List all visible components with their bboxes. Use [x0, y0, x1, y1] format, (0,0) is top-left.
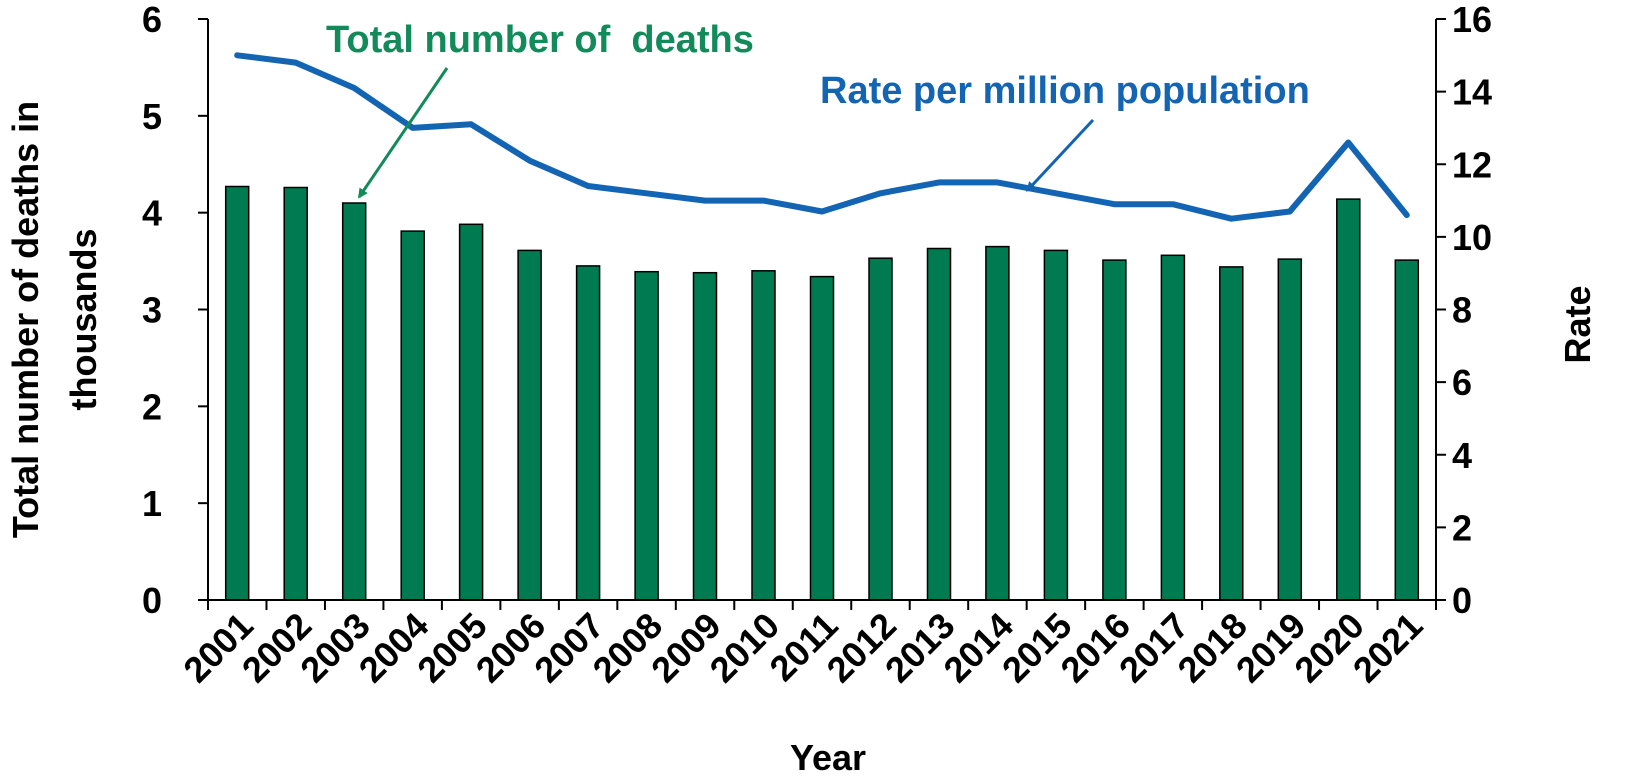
- bar-2015: [1043, 249, 1069, 601]
- axes: [198, 18, 1446, 610]
- y-axis-title-line-2: thousands: [63, 228, 104, 410]
- bar-2006: [517, 249, 542, 601]
- y2-tick-label-8: 8: [1452, 290, 1472, 331]
- bar-2009: [692, 271, 718, 601]
- bar-2014: [985, 245, 1010, 601]
- bar-2016: [1102, 259, 1127, 601]
- bar-2020: [1336, 198, 1361, 601]
- bar-2013: [926, 247, 952, 601]
- bar-2003: [341, 202, 367, 601]
- y2-tick-label-12: 12: [1452, 144, 1492, 185]
- bar-2004: [400, 230, 425, 601]
- x-axis-title: Year: [790, 737, 866, 778]
- y2-axis-title: Rate: [1557, 285, 1598, 363]
- bar-2018: [1219, 266, 1244, 601]
- bar-2021: [1394, 259, 1420, 601]
- line-series: [234, 52, 1410, 222]
- y-tick-label-0: 0: [142, 580, 162, 621]
- bar-2011: [809, 275, 835, 601]
- bar-series: [224, 185, 1420, 601]
- y-tick-label-6: 6: [142, 0, 162, 40]
- bar-2002: [283, 186, 308, 601]
- bar-2007: [575, 265, 601, 601]
- annotation-rate: Rate per million population: [820, 70, 1310, 112]
- bar-2012: [868, 257, 893, 601]
- y-tick-label-4: 4: [142, 193, 162, 234]
- bar-2017: [1160, 254, 1186, 601]
- bar-2005: [458, 223, 484, 601]
- y-tick-label-1: 1: [142, 483, 162, 524]
- y2-tick-label-16: 16: [1452, 0, 1492, 40]
- annotation-rate-arrow: [1026, 118, 1095, 192]
- bar-2001: [224, 185, 250, 601]
- bar-2008: [634, 270, 659, 601]
- annotation-total-deaths-arrow: [357, 67, 449, 199]
- bar-2010: [751, 270, 776, 601]
- annotation-total-deaths: Total number of deaths: [326, 19, 754, 61]
- bar-2019: [1277, 258, 1303, 601]
- y-tick-label-3: 3: [142, 290, 162, 331]
- y2-tick-label-14: 14: [1452, 72, 1492, 113]
- y-tick-label-2: 2: [142, 386, 162, 427]
- rate-line: [234, 52, 1410, 222]
- y2-tick-label-4: 4: [1452, 435, 1472, 476]
- y2-tick-label-2: 2: [1452, 507, 1472, 548]
- y-tick-label-5: 5: [142, 96, 162, 137]
- x-tick-label-2021: 2021: [1345, 605, 1431, 691]
- y2-tick-label-0: 0: [1452, 580, 1472, 621]
- y2-tick-label-6: 6: [1452, 362, 1472, 403]
- y2-tick-label-10: 10: [1452, 217, 1492, 258]
- y-axis-title-line-1: Total number of deaths in: [5, 101, 46, 538]
